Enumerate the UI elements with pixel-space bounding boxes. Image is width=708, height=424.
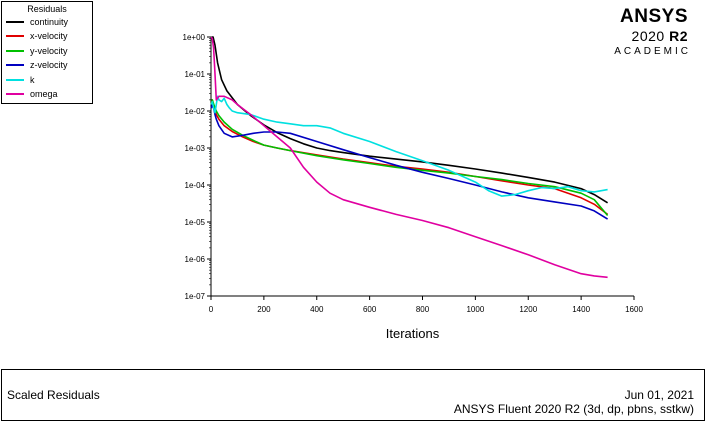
legend-label: omega <box>30 88 58 99</box>
y-tick-label: 1e-01 <box>185 70 206 79</box>
solver-info: ANSYS Fluent 2020 R2 (3d, dp, pbns, sstk… <box>453 402 694 416</box>
brand-version-prefix: 2020 <box>631 28 670 44</box>
x-tick-label: 1400 <box>572 305 590 314</box>
brand-version: 2020 R2 <box>614 28 688 44</box>
plot-title: Scaled Residuals <box>7 388 100 402</box>
y-tick-label: 1e+00 <box>183 33 206 42</box>
x-tick-label: 600 <box>363 305 377 314</box>
legend-entry: continuity <box>2 15 92 29</box>
series-line-continuity <box>211 36 609 204</box>
legend-label: y-velocity <box>30 45 68 56</box>
legend-label: x-velocity <box>30 31 68 42</box>
series-line-k <box>210 95 608 197</box>
x-tick-label: 800 <box>416 305 430 314</box>
legend-swatch <box>6 78 24 81</box>
series-line-x-velocity <box>210 99 609 216</box>
y-tick-label: 1e-07 <box>185 292 206 301</box>
x-axis-label: Iterations <box>386 326 440 341</box>
y-tick-label: 1e-05 <box>185 218 206 227</box>
x-tick-label: 1000 <box>466 305 484 314</box>
footer-panel: Scaled Residuals Jun 01, 2021 ANSYS Flue… <box>1 369 705 421</box>
series-line-y-velocity <box>210 99 609 217</box>
x-tick-label: 1600 <box>625 305 643 314</box>
y-tick-label: 1e-02 <box>185 107 206 116</box>
legend-swatch <box>6 21 24 23</box>
x-tick-label: 0 <box>209 305 214 314</box>
brand-watermark: ANSYS 2020 R2 ACADEMIC <box>614 6 688 58</box>
x-tick-label: 400 <box>310 305 324 314</box>
legend-swatch <box>6 64 24 67</box>
plot-date: Jun 01, 2021 <box>624 388 694 402</box>
legend-entries: continuity x-velocity y-velocity z-velocity… <box>2 15 92 101</box>
series-line-omega <box>210 36 608 279</box>
legend-title: Residuals <box>27 4 67 14</box>
legend-entry: x-velocity <box>2 29 92 43</box>
x-tick-label: 1200 <box>519 305 537 314</box>
legend-swatch <box>6 49 24 52</box>
legend-swatch <box>6 35 24 38</box>
y-tick-label: 1e-04 <box>185 181 206 190</box>
brand-tier: ACADEMIC <box>614 46 691 57</box>
legend-label: continuity <box>30 17 69 27</box>
series-line-z-velocity <box>210 103 609 220</box>
legend-entry: z-velocity <box>2 58 92 72</box>
legend-label: z-velocity <box>30 60 68 71</box>
legend-label: k <box>30 74 35 85</box>
legend-entry: omega <box>2 87 92 101</box>
y-tick-label: 1e-06 <box>185 255 206 264</box>
x-tick-label: 200 <box>257 305 271 314</box>
brand-version-release: R2 <box>669 28 688 44</box>
y-tick-label: 1e-03 <box>185 144 206 153</box>
legend: Residuals continuity x-velocity y-velocity… <box>1 1 93 104</box>
legend-entry: k <box>2 73 92 87</box>
brand-name: ANSYS <box>620 6 688 27</box>
legend-swatch <box>6 92 24 95</box>
legend-entry: y-velocity <box>2 44 92 58</box>
